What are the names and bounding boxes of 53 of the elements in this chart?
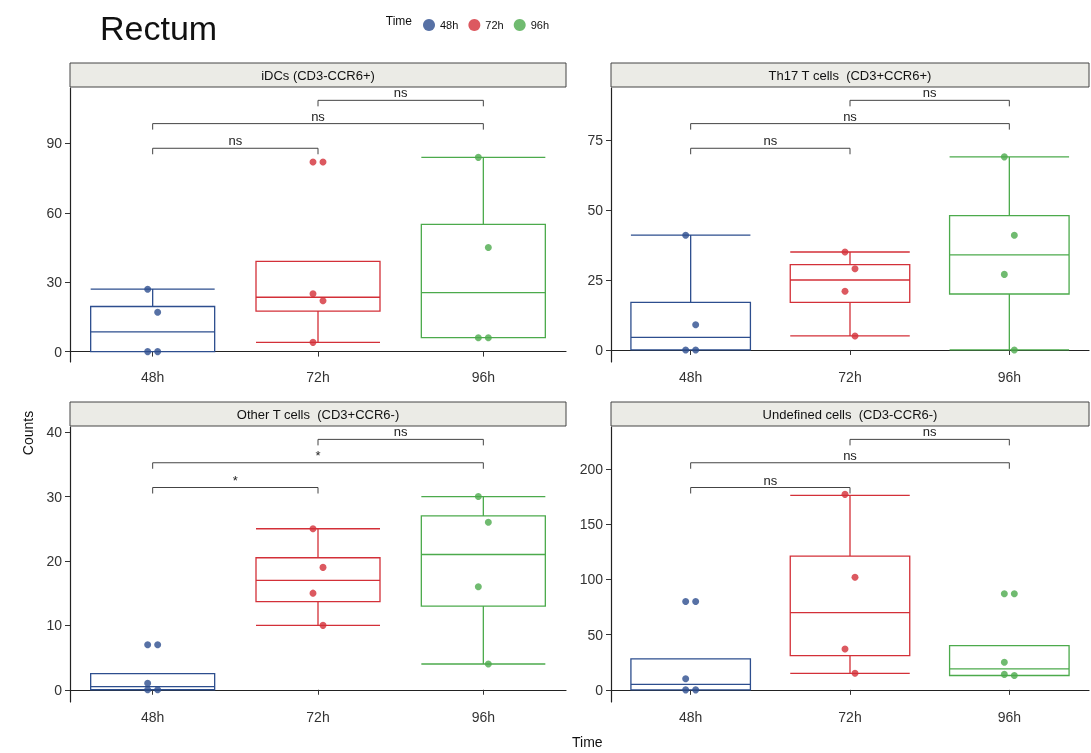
annotation: ns <box>311 108 326 124</box>
annotation: ns <box>922 85 938 101</box>
y-tick-label: 200 <box>579 460 604 477</box>
legend-label: 96h <box>530 19 550 31</box>
x-tick-label: 96h <box>471 709 496 725</box>
annotation: ns <box>922 424 938 440</box>
y-axis-title: Counts <box>20 410 36 456</box>
y-tick-label: 50 <box>587 626 604 643</box>
y-tick-label: 0 <box>54 681 63 698</box>
annotation: ns <box>393 85 409 101</box>
y-tick-label: 30 <box>46 274 63 291</box>
chart-title: Th17 T cells (CD3+CCR6+) <box>768 67 932 83</box>
legend-label: 48h <box>440 19 459 31</box>
x-tick-label: 48h <box>140 369 165 385</box>
annotation: ns <box>843 108 858 124</box>
y-tick-label: 60 <box>46 204 63 221</box>
y-tick-label: 90 <box>46 135 63 152</box>
y-tick-label: 75 <box>587 132 604 149</box>
y-tick-label: 25 <box>587 272 604 288</box>
x-tick-label: 72h <box>838 709 862 725</box>
x-tick-label: 96h <box>471 369 496 385</box>
y-tick-label: 0 <box>595 681 604 698</box>
legend-label: 72h <box>485 19 504 31</box>
y-tick-label: 0 <box>595 341 604 358</box>
x-tick-label: 48h <box>678 709 703 725</box>
annotation: ns <box>763 133 778 149</box>
y-tick-label: 100 <box>579 571 604 588</box>
chart-title: Rectum <box>100 9 218 47</box>
chart-title: Other T cells (CD3+CCR6-) <box>236 406 400 422</box>
x-axis-title: Time <box>572 734 603 750</box>
x-tick-label: 72h <box>306 709 330 725</box>
x-tick-label: 48h <box>678 369 703 385</box>
y-tick-label: 30 <box>46 488 63 505</box>
annotation: * <box>232 472 238 488</box>
y-tick-label: 40 <box>46 424 63 441</box>
y-tick-label: 0 <box>54 343 63 360</box>
x-tick-label: 48h <box>140 709 165 725</box>
chart-subtitle: iDCs (CD3-CCR6+) <box>261 67 375 83</box>
annotation: ns <box>843 447 858 463</box>
x-tick-label: 96h <box>997 369 1022 385</box>
y-tick-label: 150 <box>579 516 604 533</box>
x-tick-label: 72h <box>306 369 330 385</box>
x-tick-label: 72h <box>838 369 862 385</box>
annotation: ns <box>393 424 409 440</box>
y-tick-label: 50 <box>587 202 604 219</box>
annotation: ns <box>228 133 243 149</box>
chart-title: Undefined cells (CD3-CCR6-) <box>762 406 938 422</box>
y-tick-label: 20 <box>46 552 63 569</box>
x-tick-label: 96h <box>997 709 1022 725</box>
annotation: ns <box>763 472 778 488</box>
legend-title: Time <box>385 14 413 28</box>
annotation: * <box>315 447 321 463</box>
y-tick-label: 10 <box>46 617 63 634</box>
